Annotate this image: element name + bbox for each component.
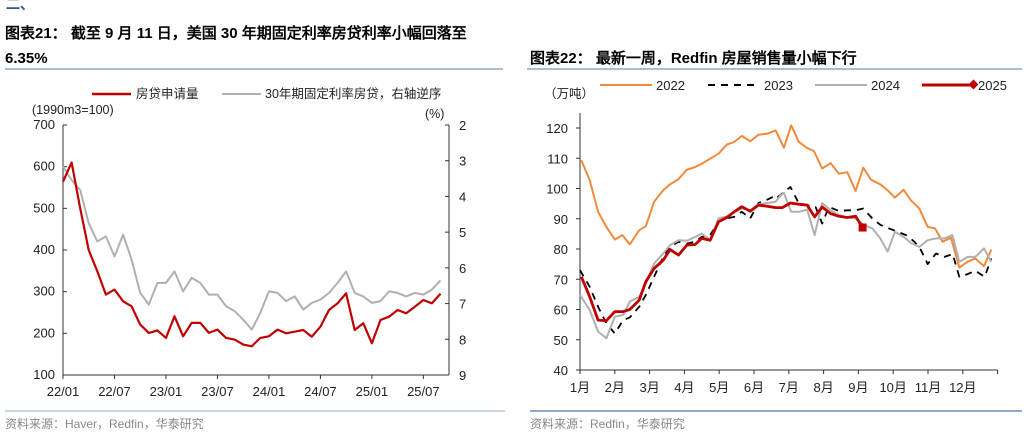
y-tick-label: 700 [33, 117, 55, 132]
legend: 2022 2023 2024 2025 [600, 78, 1007, 93]
y2-tick-label: 5 [459, 225, 466, 240]
legend-label-2023: 2023 [764, 78, 793, 93]
figure-21: 图表21： 截至 9 月 11 日，美国 30 年期固定利率房贷利率小幅回落至 … [5, 24, 505, 431]
source-note: 资料来源：Haver，Redfin，华泰研究 [5, 416, 204, 431]
y-tick-label: 300 [33, 284, 55, 299]
source-note: 资料来源：Redfin，华泰研究 [530, 416, 685, 431]
x-tick-label: 25/07 [407, 384, 440, 399]
section-heading-fragment: 二、 [6, 0, 34, 12]
y-axis-unit: （万吨） [544, 87, 594, 101]
x-tick-label: 22/01 [47, 384, 80, 399]
x-tick-label: 24/01 [253, 384, 286, 399]
x-tick-label: 25/01 [356, 384, 389, 399]
x-tick-label: 7月 [779, 380, 799, 395]
y-tick-label: 60 [554, 303, 568, 318]
x-tick-label: 6月 [744, 380, 764, 395]
y2-tick-label: 6 [459, 261, 466, 276]
y-tick-label: 200 [33, 325, 55, 340]
x-tick-label: 10月 [879, 380, 906, 395]
series-layer [579, 124, 993, 340]
legend-label-2022: 2022 [656, 78, 685, 93]
series-line-2025 [580, 201, 864, 323]
axes: 700 600 500 400 300 200 100 2 3 4 5 6 7 8 9 22/01 22/07 2… [33, 117, 466, 399]
y2-tick-label: 7 [459, 297, 466, 312]
x-tick-label: 2月 [605, 380, 625, 395]
x-tick-label: 12月 [949, 380, 976, 395]
y-tick-label: 40 [554, 363, 568, 378]
series-line-2024 [579, 192, 993, 340]
x-tick-label: 8月 [813, 380, 833, 395]
figure-22: 图表22： 最新一周，Redfin 房屋销售量小幅下行 2022 2023 2024… [527, 49, 1022, 431]
series-line-2023 [579, 186, 993, 335]
x-tick-label: 1月 [570, 380, 590, 395]
legend-marker-2025 [968, 79, 979, 90]
figure-21-title: 图表21： 截至 9 月 11 日，美国 30 年期固定利率房贷利率小幅回落至 [5, 24, 467, 42]
series-line-mortgage-rate [62, 165, 442, 331]
legend-label-applications: 房贷申请量 [136, 86, 199, 101]
legend-label-2025: 2025 [978, 78, 1007, 93]
y2-tick-label: 8 [459, 332, 466, 347]
y-tick-label: 70 [554, 272, 568, 287]
legend: 房贷申请量 30年期固定利率房贷，右轴逆序 [92, 86, 441, 101]
y2-tick-label: 3 [459, 154, 466, 169]
left-axis-unit: (1990m3=100) [32, 103, 114, 117]
y-tick-label: 90 [554, 212, 568, 227]
x-tick-label: 5月 [709, 380, 729, 395]
y-tick-label: 100 [33, 367, 55, 382]
figure-21-title-line2: 6.35% [5, 50, 48, 67]
y-tick-label: 80 [554, 242, 568, 257]
y-tick-label: 110 [547, 151, 568, 166]
y-tick-label: 500 [33, 200, 55, 215]
x-tick-label: 11月 [915, 380, 942, 395]
y-tick-label: 50 [554, 333, 568, 348]
x-tick-label: 23/01 [150, 384, 183, 399]
series-line-applications [61, 161, 442, 348]
x-tick-label: 4月 [674, 380, 694, 395]
x-tick-label: 23/07 [201, 384, 234, 399]
latest-point-marker-2025 [858, 223, 867, 232]
x-tick-label: 24/07 [304, 384, 337, 399]
y2-tick-label: 9 [459, 368, 466, 383]
y-tick-label: 400 [33, 242, 55, 257]
x-tick-label: 22/07 [98, 384, 131, 399]
legend-label-rate: 30年期固定利率房贷，右轴逆序 [265, 86, 441, 101]
series-line-2022 [580, 124, 993, 269]
series-layer [61, 161, 442, 348]
right-axis-unit: (%) [425, 107, 444, 121]
legend-label-2024: 2024 [871, 78, 900, 93]
y-tick-label: 600 [33, 159, 55, 174]
y-tick-label: 100 [546, 182, 568, 197]
y2-tick-label: 4 [459, 189, 466, 204]
x-tick-label: 9月 [848, 380, 868, 395]
y-tick-label: 120 [546, 121, 568, 136]
x-tick-label: 3月 [639, 380, 659, 395]
figure-22-title: 图表22： 最新一周，Redfin 房屋销售量小幅下行 [530, 49, 857, 67]
y2-tick-label: 2 [459, 118, 466, 133]
